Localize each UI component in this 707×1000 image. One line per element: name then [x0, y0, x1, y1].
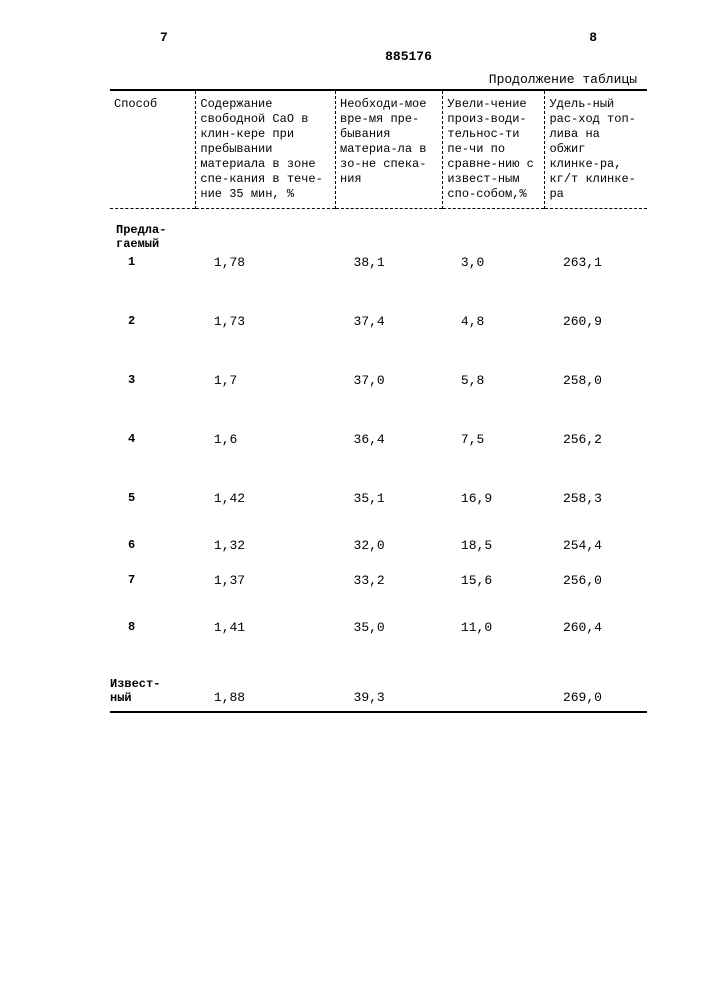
col-header-cao: Содержание свободной CaO в клин-кере при… — [196, 90, 336, 209]
cell-increase — [443, 657, 545, 712]
cell-fuel: 256,0 — [545, 563, 647, 598]
table-row: 4 1,6 36,4 7,5 256,2 — [110, 410, 647, 469]
cell-fuel: 258,0 — [545, 351, 647, 410]
cell-time: 39,3 — [336, 657, 443, 712]
cell-fuel: 263,1 — [545, 251, 647, 292]
cell-increase: 11,0 — [443, 598, 545, 657]
cell-time: 37,0 — [336, 351, 443, 410]
row-label: 5 — [110, 469, 196, 528]
cell-increase: 7,5 — [443, 410, 545, 469]
table-continuation-label: Продолжение таблицы — [110, 72, 637, 87]
table-row: 5 1,42 35,1 16,9 258,3 — [110, 469, 647, 528]
cell-time: 35,1 — [336, 469, 443, 528]
table-row: 7 1,37 33,2 15,6 256,0 — [110, 563, 647, 598]
table-row: 3 1,7 37,0 5,8 258,0 — [110, 351, 647, 410]
row-label: 7 — [110, 563, 196, 598]
cell-increase: 18,5 — [443, 528, 545, 563]
cell-cao: 1,73 — [196, 292, 336, 351]
cell-increase: 16,9 — [443, 469, 545, 528]
cell-cao: 1,41 — [196, 598, 336, 657]
cell-cao: 1,88 — [196, 657, 336, 712]
cell-cao: 1,32 — [196, 528, 336, 563]
table-row: 1 1,78 38,1 3,0 263,1 — [110, 251, 647, 292]
cell-cao: 1,37 — [196, 563, 336, 598]
cell-increase: 5,8 — [443, 351, 545, 410]
row-label-known: Извест- ный — [110, 657, 196, 712]
row-label: 2 — [110, 292, 196, 351]
cell-increase: 3,0 — [443, 251, 545, 292]
group-label-text: Предла- гаемый — [110, 209, 647, 252]
col-header-fuel: Удель-ный рас-ход топ-лива на обжиг клин… — [545, 90, 647, 209]
document-number: 885176 — [170, 49, 647, 64]
page-number-row: 7 8 — [160, 30, 597, 45]
row-label: 8 — [110, 598, 196, 657]
data-table: Способ Содержание свободной CaO в клин-к… — [110, 89, 647, 713]
cell-fuel: 258,3 — [545, 469, 647, 528]
cell-fuel: 254,4 — [545, 528, 647, 563]
cell-fuel: 269,0 — [545, 657, 647, 712]
cell-increase: 15,6 — [443, 563, 545, 598]
row-label: 6 — [110, 528, 196, 563]
table-header-row: Способ Содержание свободной CaO в клин-к… — [110, 90, 647, 209]
cell-increase: 4,8 — [443, 292, 545, 351]
page-number-left: 7 — [160, 30, 168, 45]
table-row-known: Извест- ный 1,88 39,3 269,0 — [110, 657, 647, 712]
page-number-right: 8 — [589, 30, 597, 45]
cell-fuel: 260,9 — [545, 292, 647, 351]
cell-cao: 1,7 — [196, 351, 336, 410]
row-label: 4 — [110, 410, 196, 469]
group-label-proposed: Предла- гаемый — [110, 209, 647, 252]
cell-fuel: 260,4 — [545, 598, 647, 657]
cell-time: 32,0 — [336, 528, 443, 563]
cell-time: 38,1 — [336, 251, 443, 292]
row-label: 3 — [110, 351, 196, 410]
cell-cao: 1,6 — [196, 410, 336, 469]
table-row: 8 1,41 35,0 11,0 260,4 — [110, 598, 647, 657]
cell-time: 37,4 — [336, 292, 443, 351]
document-page: 7 8 885176 Продолжение таблицы Способ Со… — [0, 0, 707, 743]
cell-time: 36,4 — [336, 410, 443, 469]
cell-time: 35,0 — [336, 598, 443, 657]
col-header-time: Необходи-мое вре-мя пре-бывания материа-… — [336, 90, 443, 209]
cell-time: 33,2 — [336, 563, 443, 598]
table-row: 6 1,32 32,0 18,5 254,4 — [110, 528, 647, 563]
col-header-increase: Увели-чение произ-води-тельнос-ти пе-чи … — [443, 90, 545, 209]
cell-cao: 1,78 — [196, 251, 336, 292]
table-row: 2 1,73 37,4 4,8 260,9 — [110, 292, 647, 351]
col-header-method: Способ — [110, 90, 196, 209]
cell-fuel: 256,2 — [545, 410, 647, 469]
cell-cao: 1,42 — [196, 469, 336, 528]
row-label: 1 — [110, 251, 196, 292]
